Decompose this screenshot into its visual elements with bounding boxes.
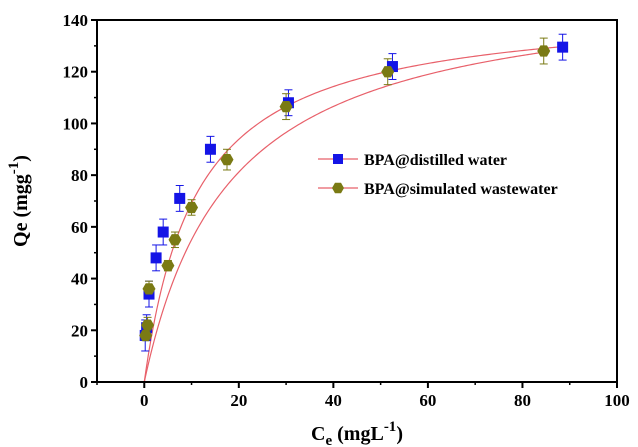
y-tick-label: 80 [71, 166, 88, 185]
y-axis-title-main: Qe (mgg [10, 174, 32, 247]
y-tick-label: 40 [71, 270, 88, 289]
y-axis-title-sup: -1 [6, 162, 22, 175]
x-axis-title-main: C [311, 423, 325, 445]
x-axis-title-sup: -1 [384, 419, 397, 435]
x-axis-title: Ce (mgL-1) [311, 419, 403, 447]
x-axis-title-close: ) [396, 423, 403, 445]
data-point-simulated [279, 100, 293, 113]
legend-marker-simulated [332, 182, 344, 194]
data-point-simulated [161, 260, 175, 272]
y-axis-title-close: ) [10, 155, 32, 162]
data-point-simulated [168, 234, 182, 246]
data-point-distilled [157, 226, 169, 238]
legend: BPA@distilled water BPA@simulated wastew… [318, 152, 558, 198]
x-axis-title-sub: e [325, 433, 332, 447]
fit-curve-series-0 [143, 46, 563, 383]
x-axis-title-unit: (mgL [332, 423, 384, 445]
data-point-distilled [386, 61, 398, 73]
data-point-simulated [537, 45, 551, 57]
data-point-distilled [150, 252, 162, 264]
y-axis-title: Qe (mgg-1) [6, 155, 32, 247]
x-tick-label: 40 [325, 391, 342, 410]
x-tick-label: 60 [419, 391, 436, 410]
y-tick-label: 100 [63, 114, 89, 133]
axis-ticks: 0 20 40 60 80 100 0 20 40 60 80 100 120 140 [63, 11, 630, 410]
y-tick-label: 20 [71, 321, 88, 340]
data-point-simulated [141, 319, 155, 331]
data-point-simulated [142, 283, 156, 295]
x-tick-label: 20 [230, 391, 247, 410]
data-point-simulated [185, 201, 199, 214]
y-tick-label: 140 [63, 11, 89, 30]
x-tick-label: 0 [140, 391, 149, 410]
y-tick-label: 120 [63, 63, 89, 82]
data-point-simulated [139, 329, 153, 342]
x-tick-label: 100 [604, 391, 630, 410]
fit-curves [143, 46, 563, 383]
x-tick-label: 80 [514, 391, 531, 410]
y-tick-label: 0 [80, 373, 89, 392]
legend-label-distilled: BPA@distilled water [364, 152, 507, 169]
data-point-distilled [557, 41, 569, 53]
fit-curve-series-1 [143, 51, 544, 383]
legend-label-simulated: BPA@simulated wastewater [364, 181, 558, 198]
data-points [139, 41, 569, 342]
legend-marker-distilled [333, 154, 343, 164]
data-point-distilled [204, 143, 216, 155]
data-point-simulated [381, 66, 395, 78]
data-point-simulated [220, 154, 234, 166]
data-point-distilled [174, 192, 186, 204]
y-tick-label: 60 [71, 218, 88, 237]
